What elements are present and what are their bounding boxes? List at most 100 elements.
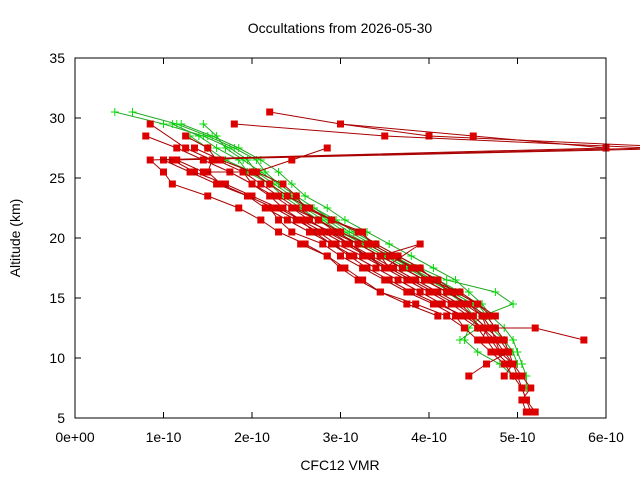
data-point <box>221 144 230 152</box>
data-point <box>443 312 451 320</box>
data-point <box>407 264 415 272</box>
data-point <box>288 156 296 164</box>
series-line <box>176 159 585 341</box>
data-point <box>429 300 437 308</box>
data-point <box>474 324 482 332</box>
series-red-3 <box>142 132 517 380</box>
data-point <box>438 300 446 308</box>
data-point <box>385 252 393 260</box>
data-point <box>443 288 451 296</box>
x-tick-label: 6e-10 <box>588 429 624 445</box>
data-point <box>288 228 296 236</box>
data-point <box>478 324 486 332</box>
data-point <box>146 156 154 164</box>
data-point <box>398 264 406 272</box>
data-point <box>345 252 353 260</box>
data-point <box>248 192 256 200</box>
data-point <box>337 120 344 128</box>
x-axis: 0e+00 1e-10 2e-10 3e-10 4e-10 5e-10 6e-10 <box>55 58 624 445</box>
data-point <box>500 372 508 380</box>
data-point <box>385 276 393 284</box>
data-point <box>394 252 402 260</box>
data-point <box>464 288 473 296</box>
data-point <box>266 108 274 116</box>
data-point <box>301 192 310 200</box>
y-axis-label: Altitude (km) <box>7 199 23 278</box>
data-point <box>500 348 508 356</box>
data-point <box>279 180 287 188</box>
data-point <box>478 312 486 320</box>
x-tick-label: 0e+00 <box>55 429 95 445</box>
data-point <box>500 336 508 344</box>
data-point <box>359 252 367 260</box>
data-point <box>194 132 203 140</box>
data-point <box>275 216 283 224</box>
data-point <box>491 312 499 320</box>
data-point <box>257 216 265 224</box>
data-point <box>518 372 526 380</box>
data-point <box>381 264 389 272</box>
data-point <box>217 180 225 188</box>
data-point <box>182 144 190 152</box>
data-point <box>142 132 150 140</box>
data-point <box>190 144 198 152</box>
data-point <box>505 360 513 368</box>
series-red-13 <box>190 144 499 320</box>
data-point <box>487 312 495 320</box>
data-point <box>474 300 482 308</box>
data-point <box>491 336 499 344</box>
data-point <box>235 204 243 212</box>
data-point <box>456 312 464 320</box>
data-point <box>248 180 256 188</box>
data-point <box>514 372 521 380</box>
data-point <box>345 228 354 236</box>
data-point <box>372 240 380 248</box>
data-point <box>182 132 190 140</box>
data-point <box>469 132 477 140</box>
data-point <box>487 324 495 332</box>
data-point <box>270 192 278 200</box>
data-point <box>407 276 415 284</box>
data-point <box>323 252 331 260</box>
data-point <box>279 204 287 212</box>
data-point <box>452 288 460 296</box>
y-axis: 5 10 15 20 25 30 35 <box>49 50 606 426</box>
data-point <box>460 300 468 308</box>
data-point <box>186 168 194 176</box>
data-point <box>110 108 119 116</box>
data-point <box>487 348 495 356</box>
data-point <box>146 120 154 128</box>
series-layer <box>110 108 640 416</box>
data-point <box>469 312 477 320</box>
data-point <box>345 240 353 248</box>
data-point <box>509 372 517 380</box>
data-point <box>173 156 181 164</box>
data-point <box>328 228 336 236</box>
data-point <box>416 264 424 272</box>
series-red-11 <box>328 228 491 344</box>
data-point <box>460 312 468 320</box>
data-point <box>323 204 332 212</box>
data-point <box>230 120 238 128</box>
data-point <box>456 300 464 308</box>
data-point <box>531 408 539 416</box>
data-point <box>483 336 491 344</box>
data-point <box>390 264 398 272</box>
data-point <box>177 120 186 128</box>
data-point <box>363 252 371 260</box>
data-point <box>350 252 358 260</box>
data-point <box>496 348 504 356</box>
data-point <box>367 252 375 260</box>
data-point <box>270 204 278 212</box>
data-point <box>204 192 212 200</box>
data-point <box>266 192 274 200</box>
data-point <box>412 264 420 272</box>
data-point <box>473 348 482 356</box>
data-point <box>531 324 539 332</box>
data-point <box>314 228 322 236</box>
data-point <box>275 204 283 212</box>
data-point <box>297 216 305 224</box>
data-point <box>580 336 588 344</box>
series-red-10 <box>297 240 442 320</box>
data-point <box>199 120 208 128</box>
